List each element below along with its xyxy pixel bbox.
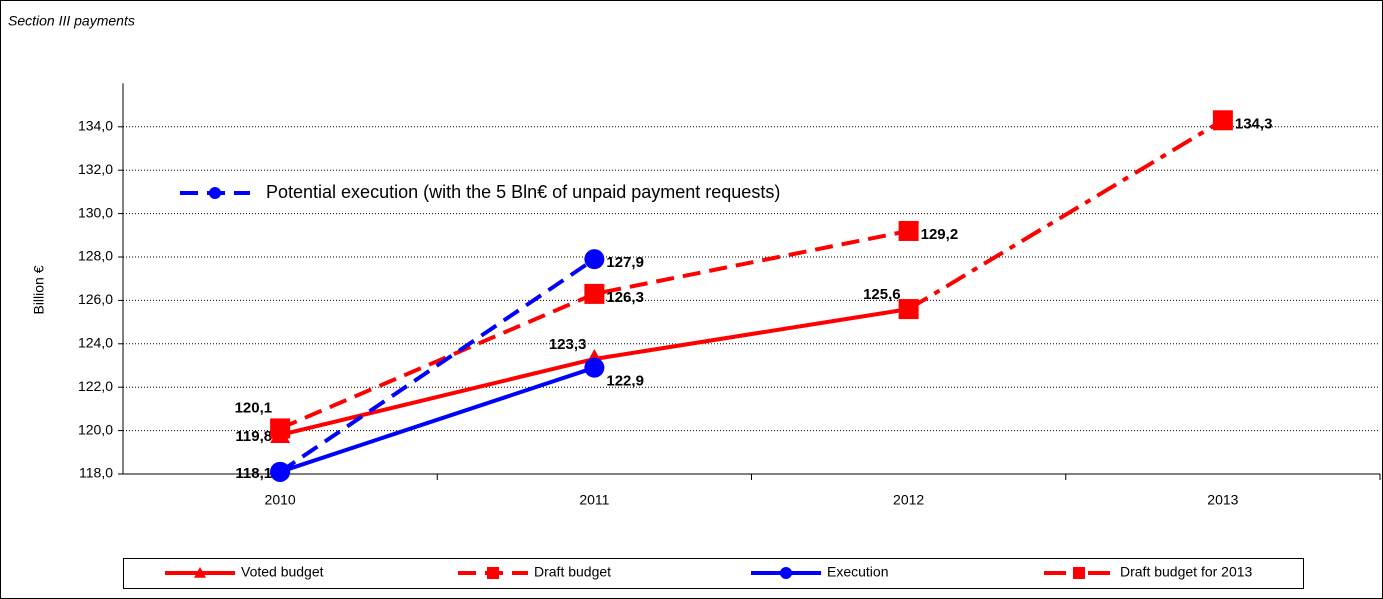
legend-box [123,558,1304,589]
data-point [270,461,291,482]
data-label: 120,1 [235,399,273,416]
legend-label: Potential execution (with the 5 Bln€ of … [266,182,780,202]
data-point [1212,110,1233,131]
data-point [270,418,291,439]
data-label: 127,9 [606,254,644,271]
data-point [584,249,605,270]
y-axis-label: Billion € [31,265,47,314]
data-label: 119,8 [235,428,272,445]
legend-marker [780,567,792,579]
x-tick-label: 2012 [893,492,924,508]
data-label: 134,3 [1235,115,1273,132]
data-label: 125,6 [863,286,901,303]
data-label: 129,2 [921,226,959,243]
x-tick-label: 2010 [265,492,296,508]
y-tick-label: 122,0 [78,378,113,394]
series-line [279,365,596,474]
series-line [907,118,1224,311]
chart-title: Section III payments [8,13,135,29]
x-tick-label: 2013 [1207,492,1238,508]
legend-label: Voted budget [241,564,324,580]
legend-label: Draft budget for 2013 [1120,564,1253,580]
y-tick-label: 124,0 [78,335,113,351]
legend-label: Execution [827,564,888,580]
y-tick-label: 132,0 [78,161,113,177]
legend-label: Draft budget [534,564,611,580]
legend-marker [1073,567,1085,579]
data-label: 122,9 [606,373,644,390]
legend-marker [194,567,206,578]
data-point [898,220,919,241]
x-tick-label: 2011 [579,492,609,508]
series-line [279,257,596,474]
data-point [898,299,919,320]
data-label: 126,3 [606,289,644,306]
y-tick-label: 120,0 [78,421,113,437]
legend-marker [487,567,499,579]
y-tick-label: 130,0 [78,204,113,220]
legend-marker [209,187,221,199]
y-tick-label: 126,0 [78,291,113,307]
data-point [584,283,605,304]
data-point [584,357,605,378]
y-tick-label: 128,0 [78,248,113,264]
data-label: 118,1 [235,465,272,482]
data-label: 123,3 [549,336,587,353]
y-tick-label: 134,0 [78,118,113,134]
y-tick-label: 118,0 [79,465,113,481]
